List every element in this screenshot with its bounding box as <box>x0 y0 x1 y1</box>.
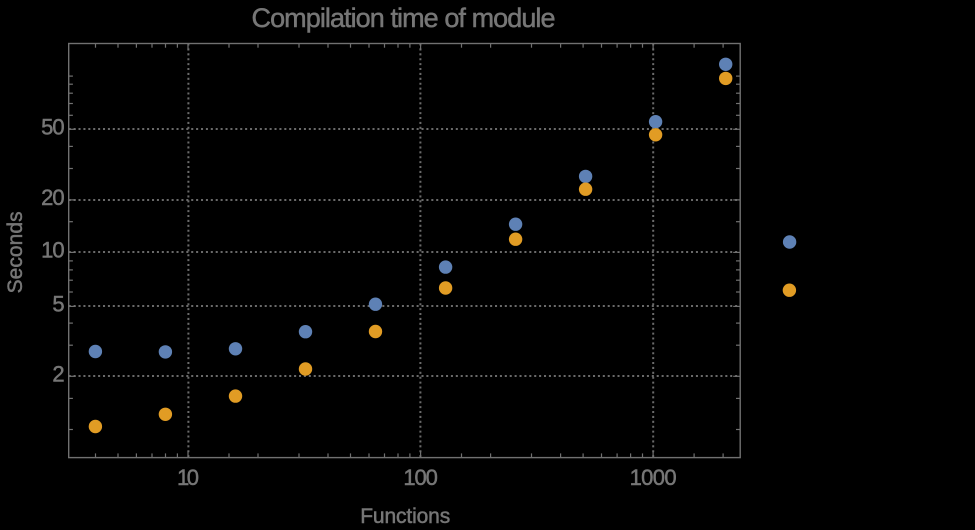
svg-text:Compilation time of module: Compilation time of module <box>252 3 556 33</box>
svg-text:20: 20 <box>41 185 65 210</box>
svg-text:Functions: Functions <box>360 505 450 525</box>
svg-text:10: 10 <box>177 465 199 490</box>
svg-text:5: 5 <box>52 291 64 316</box>
svg-text:100: 100 <box>403 465 438 490</box>
svg-text:10: 10 <box>41 237 65 262</box>
svg-text:2: 2 <box>52 361 64 386</box>
svg-text:50: 50 <box>41 114 65 139</box>
svg-text:1000: 1000 <box>630 465 677 490</box>
svg-text:Seconds: Seconds <box>4 211 27 293</box>
